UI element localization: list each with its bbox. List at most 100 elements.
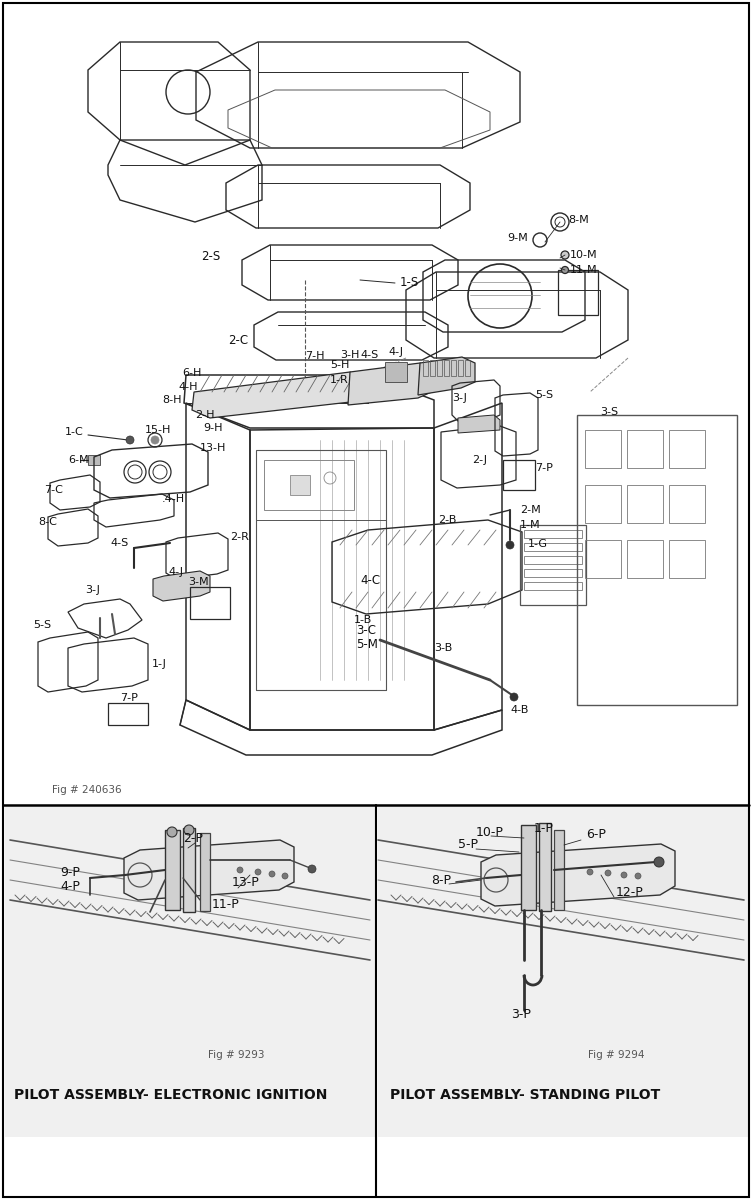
Bar (554, 830, 564, 910)
Text: 3-P: 3-P (511, 1008, 531, 1021)
Circle shape (237, 866, 243, 874)
Bar (430, 360, 435, 376)
Text: 8-C: 8-C (38, 517, 57, 527)
Bar (558, 270, 598, 314)
Bar (577, 415, 737, 704)
Bar (524, 569, 582, 577)
Bar (423, 360, 428, 376)
Text: 1-S: 1-S (400, 276, 420, 289)
Text: 4-J: 4-J (388, 347, 403, 358)
Bar (627, 430, 663, 468)
Bar (264, 460, 354, 510)
Circle shape (282, 874, 288, 878)
Text: 13-H: 13-H (200, 443, 226, 452)
Bar (669, 540, 705, 578)
Text: 2-P: 2-P (183, 832, 203, 845)
Bar (524, 582, 582, 590)
Bar (256, 450, 386, 690)
Text: 4-S: 4-S (110, 538, 129, 548)
Text: PILOT ASSEMBLY- ELECTRONIC IGNITION: PILOT ASSEMBLY- ELECTRONIC IGNITION (14, 1088, 327, 1102)
Text: 13-P: 13-P (232, 876, 259, 888)
Text: 2-J: 2-J (472, 455, 487, 464)
Bar (458, 360, 463, 376)
Text: 1-J: 1-J (152, 659, 167, 670)
Bar (437, 360, 442, 376)
Text: Fig # 9294: Fig # 9294 (589, 1050, 645, 1060)
Text: 8-M: 8-M (568, 215, 589, 226)
Bar (585, 430, 621, 468)
Text: 6-H: 6-H (182, 368, 202, 378)
Bar (183, 828, 195, 912)
Text: 5-H: 5-H (330, 360, 350, 370)
Text: 3-S: 3-S (600, 407, 618, 416)
Circle shape (151, 436, 159, 444)
Text: 3-B: 3-B (434, 643, 452, 653)
Text: 4-P: 4-P (60, 881, 80, 894)
Bar (256, 520, 386, 690)
Text: 2-C: 2-C (228, 334, 248, 347)
Bar (539, 823, 551, 911)
Text: 8-P: 8-P (431, 874, 451, 887)
Bar (465, 360, 470, 376)
Bar (290, 475, 310, 494)
Text: 1-P: 1-P (534, 822, 554, 834)
Text: 5-P: 5-P (458, 839, 478, 852)
Bar (524, 530, 582, 538)
Circle shape (587, 869, 593, 875)
Text: 1-R: 1-R (330, 374, 349, 385)
Bar (108, 703, 148, 725)
Text: 1-G: 1-G (528, 539, 548, 550)
Text: 5-S: 5-S (33, 620, 51, 630)
Circle shape (635, 874, 641, 878)
Text: 3-C: 3-C (356, 624, 376, 636)
Circle shape (269, 871, 275, 877)
Bar (524, 542, 582, 551)
Text: 3-M: 3-M (188, 577, 208, 587)
Circle shape (654, 857, 664, 866)
Text: 9-H: 9-H (203, 422, 223, 433)
Bar (444, 360, 449, 376)
Bar (165, 830, 180, 910)
Polygon shape (153, 571, 210, 601)
Bar (627, 540, 663, 578)
Text: 7-H: 7-H (305, 350, 325, 361)
Polygon shape (348, 362, 436, 404)
Circle shape (126, 436, 134, 444)
Text: 7-C: 7-C (44, 485, 63, 494)
Bar (451, 360, 456, 376)
Bar (378, 806, 748, 1138)
Circle shape (605, 870, 611, 876)
Text: 5-S: 5-S (535, 390, 553, 400)
Circle shape (561, 251, 569, 259)
Text: 3-H: 3-H (340, 350, 359, 360)
Text: 9-M: 9-M (508, 233, 528, 242)
Bar (5, 806, 375, 1138)
Text: 2-H: 2-H (195, 410, 214, 420)
Text: 4-S: 4-S (360, 350, 378, 360)
Text: 7-P: 7-P (535, 463, 553, 473)
Bar (385, 362, 407, 382)
Bar (585, 485, 621, 523)
Bar (200, 833, 210, 911)
Bar (627, 485, 663, 523)
Text: 8-H: 8-H (162, 395, 181, 404)
Text: 1-C: 1-C (65, 427, 83, 437)
Text: 9-P: 9-P (60, 865, 80, 878)
Polygon shape (458, 415, 500, 433)
Bar (520, 526, 586, 605)
Bar (669, 485, 705, 523)
Polygon shape (418, 358, 475, 395)
Text: 6-P: 6-P (586, 828, 606, 841)
Circle shape (510, 692, 518, 701)
Text: 6-M: 6-M (68, 455, 89, 464)
Bar (521, 826, 536, 910)
Bar (669, 430, 705, 468)
Bar (585, 540, 621, 578)
Text: 1-M: 1-M (520, 520, 541, 530)
Text: PILOT ASSEMBLY- STANDING PILOT: PILOT ASSEMBLY- STANDING PILOT (390, 1088, 660, 1102)
Polygon shape (192, 372, 368, 418)
Text: 15-H: 15-H (145, 425, 171, 434)
Text: 10-M: 10-M (570, 250, 598, 260)
Text: 4-H: 4-H (178, 382, 198, 392)
Circle shape (562, 266, 569, 274)
